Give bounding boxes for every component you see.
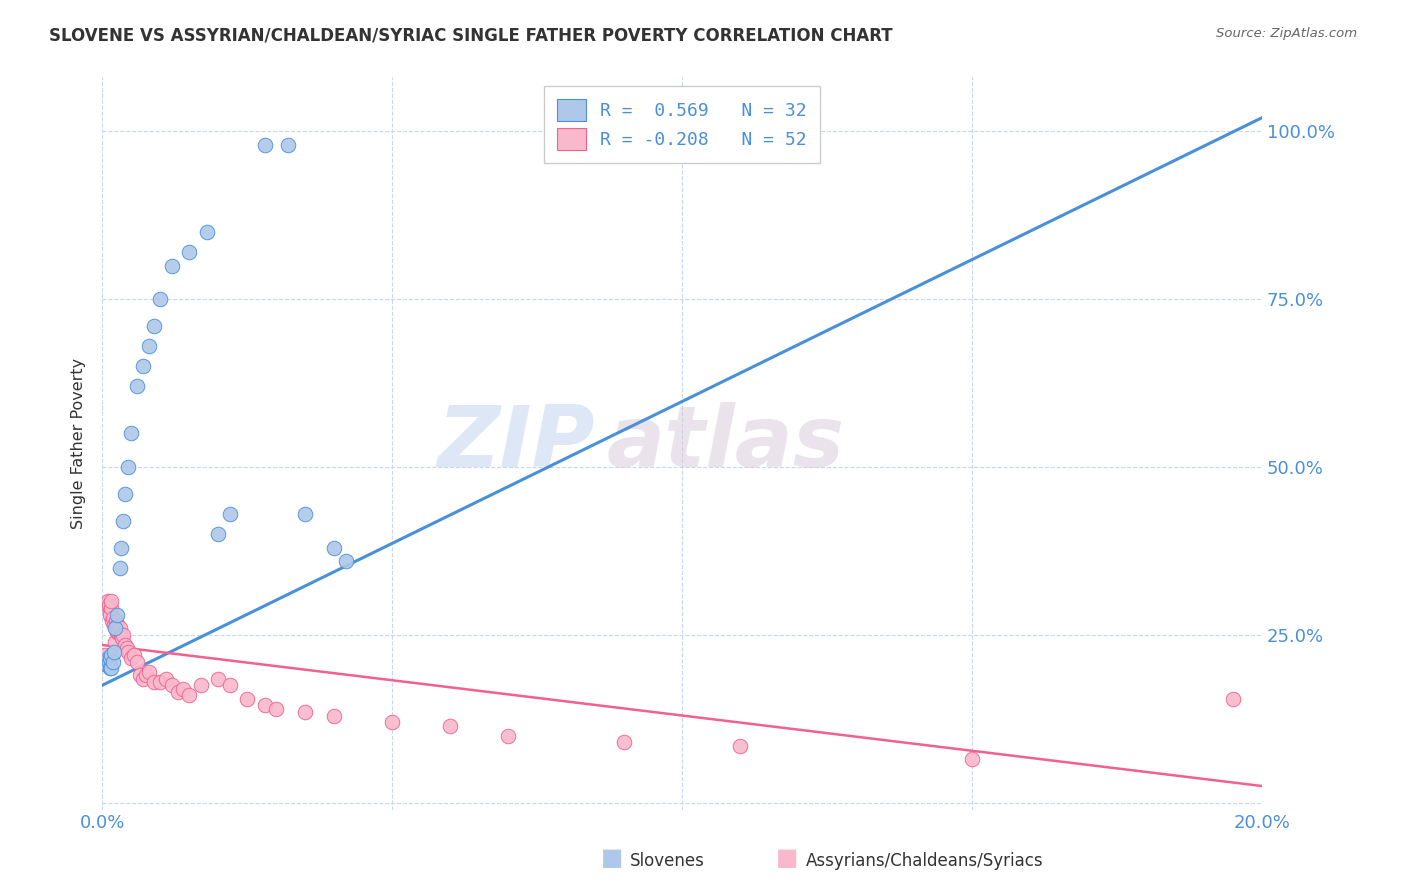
Point [166, 685, 188, 699]
Point [98, 604, 121, 618]
Point [97, 651, 120, 665]
Text: Assyrians/Chaldeans/Syriacs: Assyrians/Chaldeans/Syriacs [806, 852, 1043, 870]
Point [253, 137, 276, 152]
Text: ZIP: ZIP [437, 402, 595, 485]
Point [207, 527, 229, 541]
Point [115, 641, 138, 656]
Point [96, 658, 118, 673]
Point [381, 715, 404, 730]
Point [138, 339, 160, 353]
Point [103, 645, 125, 659]
Point [132, 672, 155, 686]
Point [335, 554, 357, 568]
Point [190, 678, 212, 692]
Point [218, 507, 240, 521]
Point [120, 426, 142, 441]
Point [98, 661, 121, 675]
Point [264, 702, 287, 716]
Text: Source: ZipAtlas.com: Source: ZipAtlas.com [1216, 27, 1357, 40]
Point [1222, 691, 1244, 706]
Point [100, 601, 122, 615]
Point [108, 621, 131, 635]
Point [98, 598, 121, 612]
Point [277, 137, 299, 152]
Point [103, 617, 125, 632]
Point [160, 678, 183, 692]
Point [143, 674, 166, 689]
Point [120, 651, 142, 665]
Point [179, 689, 201, 703]
Point [97, 594, 120, 608]
Point [294, 507, 316, 521]
Point [105, 617, 128, 632]
Point [112, 628, 135, 642]
Point [117, 460, 139, 475]
Point [100, 661, 122, 675]
Point [104, 621, 127, 635]
Point [94, 648, 117, 662]
Point [138, 665, 160, 679]
Text: atlas: atlas [606, 402, 845, 485]
Point [160, 259, 183, 273]
Point [323, 708, 346, 723]
Point [125, 655, 148, 669]
Point [105, 607, 128, 622]
Point [236, 691, 259, 706]
Point [143, 318, 166, 333]
Point [101, 655, 124, 669]
Point [117, 645, 139, 659]
Point [105, 624, 128, 639]
Point [125, 379, 148, 393]
Point [105, 615, 128, 629]
Point [98, 651, 121, 665]
Point [195, 225, 218, 239]
Point [129, 668, 152, 682]
Point [207, 672, 229, 686]
Point [132, 359, 155, 374]
Point [104, 634, 127, 648]
Text: ■: ■ [776, 846, 799, 870]
Point [253, 698, 276, 713]
Y-axis label: Single Father Poverty: Single Father Poverty [72, 358, 86, 529]
Point [496, 729, 519, 743]
Legend: R =  0.569   N = 32, R = -0.208   N = 52: R = 0.569 N = 32, R = -0.208 N = 52 [544, 87, 820, 163]
Point [728, 739, 751, 753]
Point [110, 628, 132, 642]
Point [218, 678, 240, 692]
Text: ■: ■ [600, 846, 623, 870]
Point [96, 598, 118, 612]
Point [101, 611, 124, 625]
Point [98, 655, 121, 669]
Point [294, 705, 316, 719]
Point [100, 594, 122, 608]
Point [613, 735, 636, 749]
Point [114, 487, 136, 501]
Point [107, 624, 129, 639]
Text: Slovenes: Slovenes [630, 852, 704, 870]
Point [323, 541, 346, 555]
Point [172, 681, 194, 696]
Point [179, 245, 201, 260]
Text: SLOVENE VS ASSYRIAN/CHALDEAN/SYRIAC SINGLE FATHER POVERTY CORRELATION CHART: SLOVENE VS ASSYRIAN/CHALDEAN/SYRIAC SING… [49, 27, 893, 45]
Point [100, 648, 122, 662]
Point [111, 514, 134, 528]
Point [114, 638, 136, 652]
Point [149, 674, 172, 689]
Point [149, 292, 172, 306]
Point [110, 541, 132, 555]
Point [108, 560, 131, 574]
Point [122, 648, 145, 662]
Point [111, 632, 134, 646]
Point [960, 752, 983, 766]
Point [101, 615, 124, 629]
Point [98, 607, 121, 622]
Point [135, 668, 157, 682]
Point [155, 672, 177, 686]
Point [439, 718, 461, 732]
